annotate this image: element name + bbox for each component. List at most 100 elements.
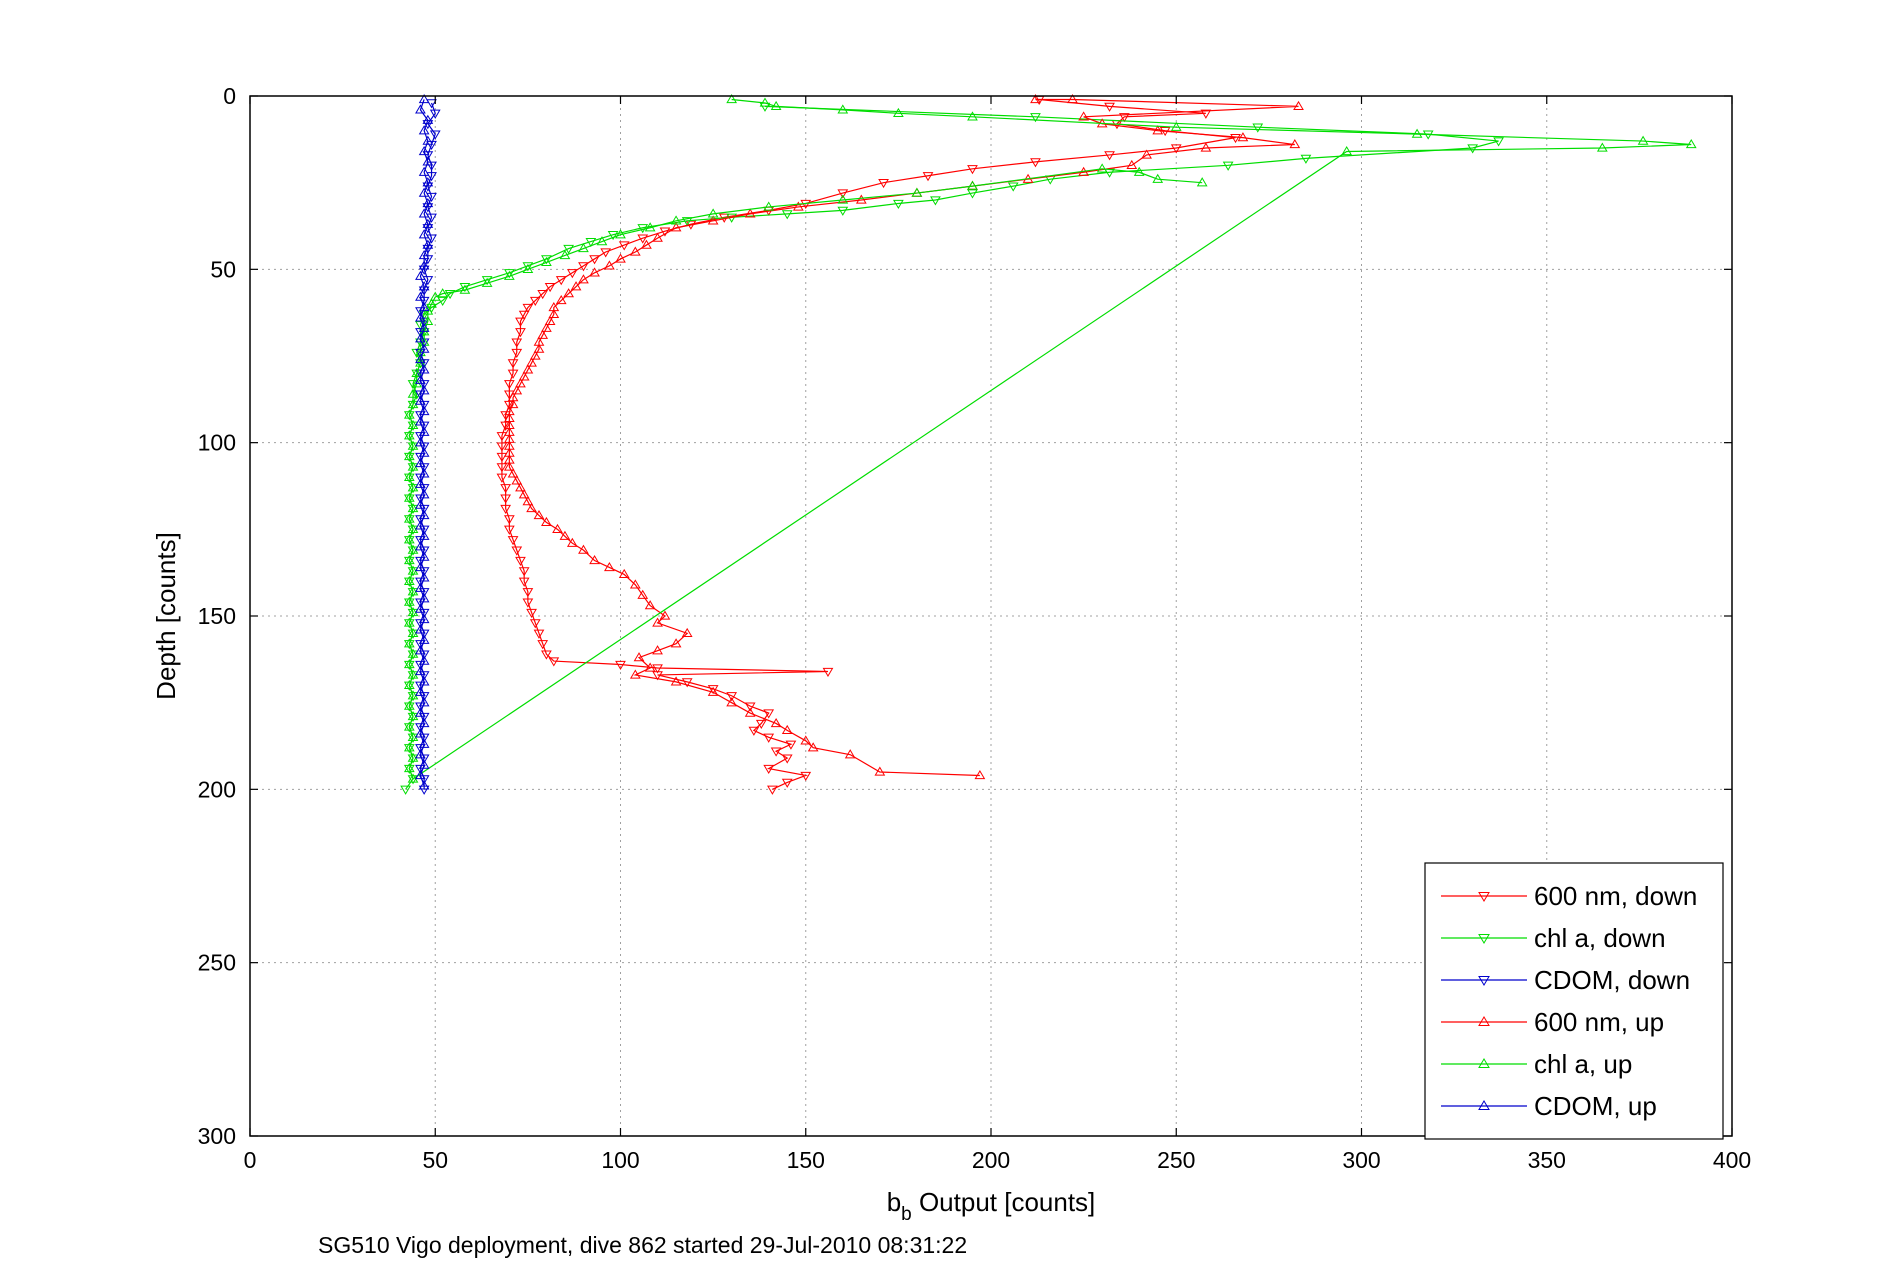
data-point <box>974 769 986 780</box>
data-point <box>418 676 430 686</box>
data-point <box>415 541 426 551</box>
data-point <box>418 249 430 260</box>
legend-label: CDOM, up <box>1534 1091 1657 1121</box>
data-point <box>807 742 819 752</box>
data-point <box>659 227 671 237</box>
data-point <box>781 754 793 764</box>
data-point <box>407 567 419 577</box>
data-point <box>426 161 437 171</box>
data-point <box>1030 93 1041 104</box>
data-point <box>844 749 856 759</box>
data-point <box>837 104 849 114</box>
data-point <box>418 93 430 104</box>
data-point <box>570 281 582 291</box>
data-point <box>422 255 434 265</box>
data-point <box>429 130 441 140</box>
data-point <box>515 378 526 388</box>
data-point <box>481 277 493 287</box>
data-point <box>407 461 419 471</box>
data-point <box>644 600 656 610</box>
legend-entry: chl a, down <box>1441 923 1666 953</box>
legend-entry: CDOM, down <box>1441 965 1690 995</box>
data-point <box>1152 173 1164 183</box>
x-tick-label: 0 <box>244 1147 257 1173</box>
data-point <box>418 551 430 561</box>
data-point <box>1096 163 1108 173</box>
data-point <box>426 172 437 182</box>
data-point <box>422 276 434 286</box>
data-point <box>418 260 430 270</box>
data-point <box>415 437 426 447</box>
data-point <box>511 348 523 359</box>
data-point <box>415 624 426 634</box>
data-point <box>503 515 515 525</box>
data-point <box>407 586 419 596</box>
data-point <box>511 385 523 395</box>
data-point <box>670 215 682 225</box>
data-point <box>415 374 426 384</box>
data-point <box>407 608 419 619</box>
data-point <box>522 262 534 272</box>
data-point <box>407 565 419 575</box>
data-point <box>403 534 415 544</box>
data-point <box>1104 102 1115 112</box>
data-point <box>403 513 415 523</box>
data-point <box>418 738 430 748</box>
data-point <box>767 785 778 795</box>
data-point <box>770 100 782 111</box>
data-point <box>415 728 426 738</box>
data-point <box>407 754 419 764</box>
data-point <box>407 712 419 723</box>
data-point <box>604 260 615 270</box>
data-point <box>604 561 615 572</box>
data-point <box>415 665 426 676</box>
data-point <box>533 629 545 639</box>
data-point <box>403 515 415 525</box>
data-point <box>496 463 508 473</box>
series-line <box>508 98 1299 777</box>
data-point <box>500 504 512 515</box>
data-point <box>415 561 426 572</box>
data-point <box>1252 123 1264 133</box>
data-point <box>407 648 419 658</box>
data-point <box>507 468 519 478</box>
data-point <box>418 208 430 218</box>
data-point <box>566 269 578 279</box>
legend-label: CDOM, down <box>1534 965 1690 995</box>
data-point <box>418 125 430 135</box>
data-point <box>522 263 534 273</box>
data-point <box>496 473 508 483</box>
data-point <box>507 392 519 402</box>
data-point <box>403 681 415 691</box>
data-point <box>496 432 508 442</box>
data-point <box>403 471 415 481</box>
y-axis-label: Depth [counts] <box>151 532 181 700</box>
data-point <box>403 494 415 504</box>
data-point <box>407 650 419 660</box>
data-point <box>503 461 515 471</box>
data-point <box>555 276 567 286</box>
data-point <box>418 166 430 176</box>
data-point <box>637 234 649 244</box>
data-point <box>503 405 515 416</box>
data-point <box>555 295 567 305</box>
data-point <box>1126 159 1138 169</box>
data-point <box>418 489 430 499</box>
data-point <box>533 343 545 353</box>
axis-ticks: 0 50 100 150 200 250 300 350 400 0 50 100 150 200 250 3… <box>198 83 1752 1173</box>
data-point <box>418 385 430 395</box>
data-point <box>1067 93 1078 104</box>
data-point <box>403 702 415 712</box>
data-point <box>1170 121 1182 131</box>
data-point <box>503 380 515 390</box>
data-point <box>522 364 534 374</box>
data-point <box>615 229 626 239</box>
data-point <box>781 210 793 220</box>
data-point <box>781 778 793 788</box>
data-point <box>403 596 415 606</box>
data-point <box>578 274 589 284</box>
data-point <box>967 111 978 121</box>
data-point <box>770 747 782 757</box>
data-point <box>407 388 419 398</box>
data-point <box>426 192 437 203</box>
